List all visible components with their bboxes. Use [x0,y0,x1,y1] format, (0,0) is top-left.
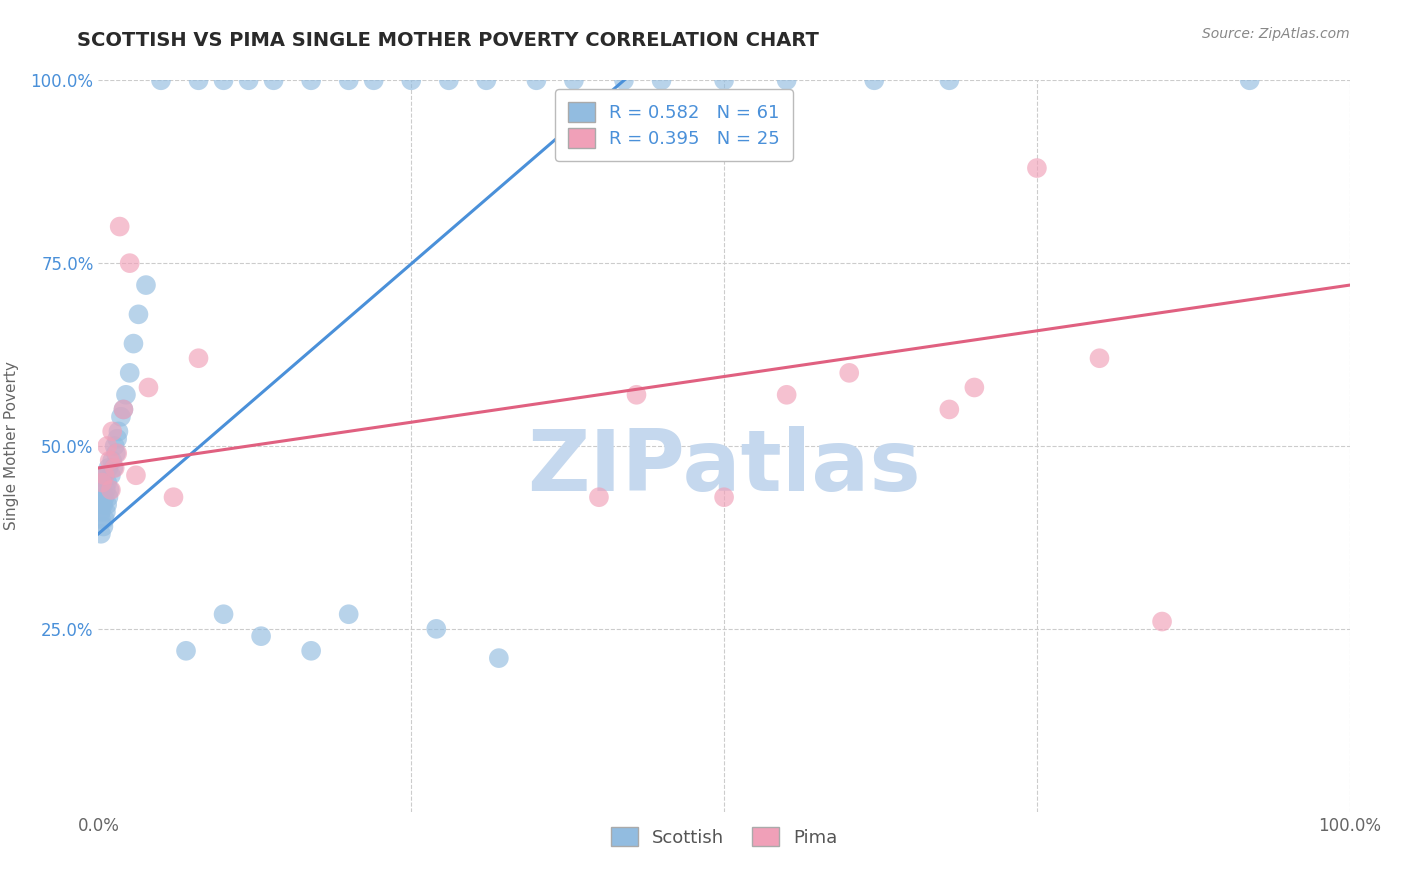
Text: ZIPatlas: ZIPatlas [527,426,921,509]
Point [588,490,610,504]
Point [93,468,115,483]
Point [90,512,112,526]
Point [938,73,960,87]
Point [776,388,799,402]
Point [187,73,209,87]
Point [626,388,648,402]
Point [963,380,986,394]
Point [263,73,285,87]
Point [105,432,128,446]
Point [938,402,960,417]
Legend: Scottish, Pima: Scottish, Pima [603,820,845,854]
Point [93,519,115,533]
Point [100,468,122,483]
Point [112,402,135,417]
Point [212,73,235,87]
Point [98,453,121,467]
Point [101,425,124,439]
Text: Source: ZipAtlas.com: Source: ZipAtlas.com [1202,27,1350,41]
Point [93,468,115,483]
Point [96,439,118,453]
Point [100,483,122,497]
Point [104,446,127,460]
Point [97,461,120,475]
Point [1026,161,1049,175]
Point [90,526,112,541]
Point [97,490,120,504]
Point [94,505,117,519]
Point [101,453,124,467]
Point [425,622,447,636]
Point [91,498,114,512]
Point [105,446,128,460]
Point [150,73,173,87]
Point [613,73,636,87]
Point [107,425,129,439]
Point [299,73,322,87]
Point [112,402,135,417]
Point [174,644,197,658]
Point [238,73,260,87]
Point [1088,351,1111,366]
Point [118,256,141,270]
Point [162,490,184,504]
Point [103,461,125,475]
Point [250,629,273,643]
Point [127,307,149,321]
Point [437,73,460,87]
Point [98,483,121,497]
Point [363,73,385,87]
Point [93,512,115,526]
Point [650,73,672,87]
Point [91,475,114,490]
Point [138,380,160,394]
Point [96,498,118,512]
Point [110,409,132,424]
Point [94,483,117,497]
Point [1239,73,1261,87]
Point [838,366,860,380]
Y-axis label: Single Mother Poverty: Single Mother Poverty [4,361,20,531]
Point [135,278,157,293]
Point [337,73,360,87]
Point [122,336,145,351]
Point [337,607,360,622]
Point [91,475,114,490]
Point [187,351,209,366]
Point [93,498,115,512]
Point [562,73,585,87]
Point [91,490,114,504]
Point [93,490,115,504]
Text: SCOTTISH VS PIMA SINGLE MOTHER POVERTY CORRELATION CHART: SCOTTISH VS PIMA SINGLE MOTHER POVERTY C… [77,31,820,50]
Point [104,439,127,453]
Point [90,505,112,519]
Point [93,468,115,483]
Point [1150,615,1173,629]
Point [299,644,322,658]
Point [401,73,423,87]
Point [713,73,735,87]
Point [488,651,510,665]
Point [475,73,498,87]
Point [863,73,886,87]
Point [212,607,235,622]
Point [104,461,127,475]
Point [776,73,799,87]
Point [108,219,131,234]
Point [524,73,547,87]
Point [125,468,148,483]
Point [96,475,118,490]
Point [118,366,141,380]
Point [115,388,138,402]
Point [91,483,114,497]
Point [713,490,735,504]
